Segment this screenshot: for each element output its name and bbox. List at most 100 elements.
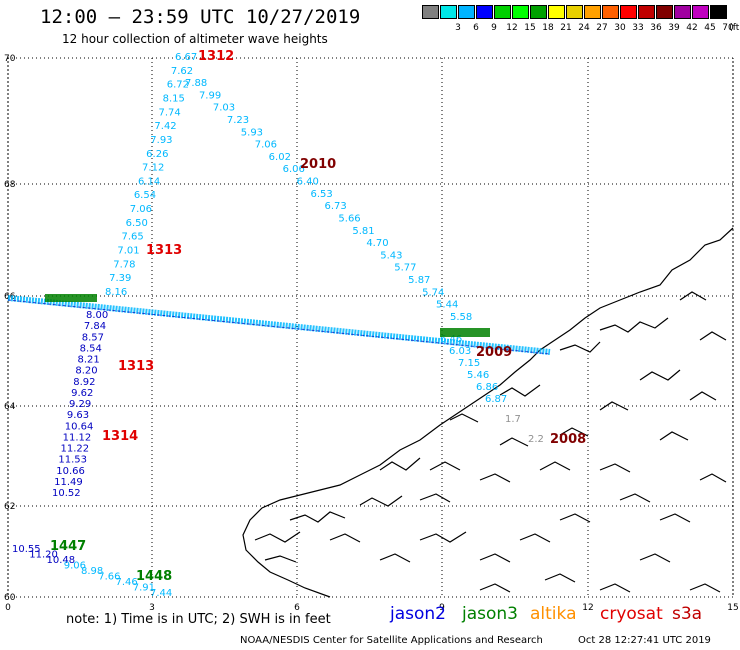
satellite-label: jason2: [390, 604, 446, 624]
satellite-label: altika: [530, 604, 577, 624]
wave-height-label: 8.21: [78, 355, 100, 366]
coastline-segment: [559, 427, 589, 437]
coastline-segment: [499, 437, 529, 447]
legend-label: 15: [524, 23, 536, 33]
wave-height-label: 7.99: [199, 90, 221, 101]
coastline-segment: [599, 401, 629, 411]
time-tag: 1313: [118, 359, 154, 374]
legend-swatch: [566, 5, 583, 19]
wave-height-label: 8.98: [81, 566, 103, 577]
wave-height-label: 7.66: [98, 572, 120, 583]
wave-height-label: 5.58: [450, 312, 472, 323]
map-subtitle: 12 hour collection of altimeter wave hei…: [62, 32, 328, 46]
time-tags: 1312 2010 1313 1313 1314 2009 2008 1447 1448: [50, 49, 586, 584]
coastline-segment: [519, 533, 551, 543]
time-tag: 1448: [136, 569, 172, 584]
coastline-segment: [559, 341, 601, 353]
coastline-segment: [359, 495, 403, 507]
coastline-segment: [379, 457, 421, 471]
wave-height-label: 7.65: [121, 232, 143, 243]
map-title: 12:00 – 23:59 UTC 10/27/2019: [40, 6, 361, 28]
wave-height-label: 7.44: [150, 588, 172, 599]
lon-label: 6: [294, 603, 300, 613]
legend-swatch: [638, 5, 655, 19]
wave-height-label: 7.93: [150, 135, 172, 146]
wave-height-label: 7.42: [154, 121, 176, 132]
time-tag: 2009: [476, 345, 512, 360]
legend-label: 36: [650, 23, 662, 33]
coastline-segment: [289, 511, 346, 523]
wave-height-label: 11.22: [61, 444, 90, 455]
wave-height-label: 6.40: [297, 177, 319, 188]
axis-labels: 70686664626003691215: [4, 54, 739, 613]
jason3-cluster: [45, 294, 97, 302]
wave-height-label: 7.46: [116, 577, 138, 588]
coastline-segment: [419, 531, 467, 543]
wave-height-label: 6.06: [283, 164, 305, 175]
legend-label: 33: [632, 23, 644, 33]
wave-height-label: 6.72: [167, 80, 189, 91]
wave-height-label: 6.54: [134, 190, 156, 201]
coastline-segment: [379, 553, 411, 563]
legend-label: 9: [491, 23, 497, 33]
wave-height-label: 8.92: [73, 377, 95, 388]
wave-height-label: 7.15: [458, 358, 480, 369]
legend-swatch: [692, 5, 709, 19]
note-text: note: 1) Time is in UTC; 2) SWH is in fe…: [66, 612, 331, 627]
coastline-segment: [619, 493, 651, 503]
legend-swatch: [584, 5, 601, 19]
coastline-segment: [479, 473, 511, 483]
wave-height-label: 7.03: [213, 103, 235, 114]
legend-swatch: [656, 5, 673, 19]
lat-label: 62: [4, 502, 15, 512]
wave-height-label: 6.14: [138, 176, 160, 187]
legend-label: 3: [455, 23, 461, 33]
coastline-segment: [639, 553, 671, 563]
wave-height-label: 7.78: [113, 259, 135, 270]
wave-height-label: 4.70: [366, 238, 388, 249]
satellite-label: cryosat: [600, 604, 663, 624]
legend-label: 70: [722, 23, 734, 33]
legend-swatch: [440, 5, 457, 19]
legend-label: 27: [596, 23, 608, 33]
legend-label: 39: [668, 23, 680, 33]
wave-height-label: 7.62: [171, 66, 193, 77]
wave-height-label: 8.15: [163, 93, 185, 104]
coastline-segment: [479, 553, 511, 563]
lat-label: 64: [4, 402, 16, 412]
wave-height-label: 8.57: [82, 332, 104, 343]
map-frame: [7, 57, 734, 598]
wave-height-label: 6.67: [175, 52, 197, 63]
wave-height-label: 10.55: [12, 544, 41, 555]
coastline-segment: [699, 331, 727, 341]
coastline-segment: [659, 513, 691, 523]
coastline-segment: [429, 461, 461, 471]
altimeter-tracks: 6.67 7.62 6.72 8.15 7.74 7.42 7.93 6.26 7.12 6.14…: [7, 52, 551, 599]
legend-swatch: [620, 5, 637, 19]
wave-height-label: 8.20: [75, 366, 97, 377]
wave-height-label: 6.03: [449, 346, 471, 357]
coastline-segment: [559, 513, 591, 523]
legend-label: 6: [473, 23, 479, 33]
coastline-segment: [679, 291, 707, 301]
wave-height-label: 7.91: [133, 583, 155, 594]
coastline-segment: [254, 531, 301, 543]
lon-label: 9: [439, 603, 445, 613]
wave-height-label: 10.48: [47, 555, 76, 566]
wave-height-label: 8.54: [80, 343, 102, 354]
wave-height-label: 5.46: [467, 370, 489, 381]
wave-height-label: 8.00: [86, 310, 108, 321]
coastline-segment: [689, 391, 717, 401]
legend-swatch: [494, 5, 511, 19]
legend-swatch: [674, 5, 691, 19]
lat-label: 70: [4, 54, 16, 64]
dense-track: [7, 295, 551, 355]
time-tag: 1312: [198, 49, 234, 64]
wave-height-label: 7.74: [159, 107, 181, 118]
wave-height-label: 11.12: [63, 432, 92, 443]
coastline-segment: [639, 369, 681, 381]
wave-height-label: 9.63: [67, 410, 89, 421]
time-tag: 2008: [550, 432, 586, 447]
legend-swatch: [458, 5, 475, 19]
legend-swatch: [512, 5, 529, 19]
